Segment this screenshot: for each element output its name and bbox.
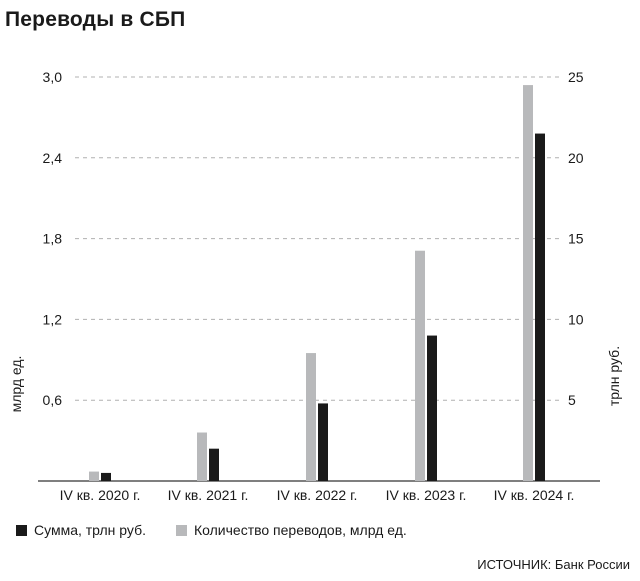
x-tick-label: IV кв. 2024 г. <box>494 487 575 503</box>
y-right-tick-label: 15 <box>568 231 584 247</box>
chart-title: Переводы в СБП <box>5 8 186 31</box>
y-left-tick-label: 2,4 <box>43 150 63 166</box>
legend-label-sum: Сумма, трлн руб. <box>34 522 146 538</box>
bar-count <box>197 432 207 481</box>
legend: Сумма, трлн руб. Количество переводов, м… <box>16 522 437 538</box>
bar-count <box>306 353 316 481</box>
bar-sum <box>427 335 437 481</box>
bar-count <box>89 471 99 481</box>
legend-swatch-sum <box>16 524 27 536</box>
x-tick-label: IV кв. 2023 г. <box>386 487 467 503</box>
bar-count <box>415 250 425 481</box>
bar-sum <box>101 472 111 481</box>
x-tick-label: IV кв. 2020 г. <box>60 487 141 503</box>
source-note: ИСТОЧНИК: Банк России <box>477 557 630 572</box>
y-right-tick-label: 5 <box>568 392 576 408</box>
y-left-tick-label: 3,0 <box>43 69 63 85</box>
x-tick-label: IV кв. 2022 г. <box>277 487 358 503</box>
bar-sum <box>535 133 545 481</box>
y-right-tick-label: 10 <box>568 311 584 327</box>
y-left-tick-label: 0,6 <box>43 392 63 408</box>
y-right-tick-label: 20 <box>568 150 584 166</box>
y-left-axis-title: млрд ед. <box>8 356 24 413</box>
y-right-axis-title: трлн руб. <box>606 346 622 406</box>
legend-label-count: Количество переводов, млрд ед. <box>193 522 407 538</box>
x-tick-label: IV кв. 2021 г. <box>168 487 249 503</box>
legend-swatch-count <box>175 524 187 536</box>
bar-sum <box>318 403 328 481</box>
y-right-tick-label: 25 <box>568 69 584 85</box>
legend-item-sum: Сумма, трлн руб. <box>16 522 146 538</box>
chart-canvas: 0,6 1,2 1,8 2,4 3,0 5 10 15 20 25 млрд ед. трлн руб… <box>8 69 622 503</box>
bar-sum <box>209 448 219 481</box>
legend-item-count: Количество переводов, млрд ед. <box>175 522 407 538</box>
y-left-tick-label: 1,8 <box>43 231 63 247</box>
y-left-tick-label: 1,2 <box>43 311 63 327</box>
bar-count <box>523 85 533 481</box>
